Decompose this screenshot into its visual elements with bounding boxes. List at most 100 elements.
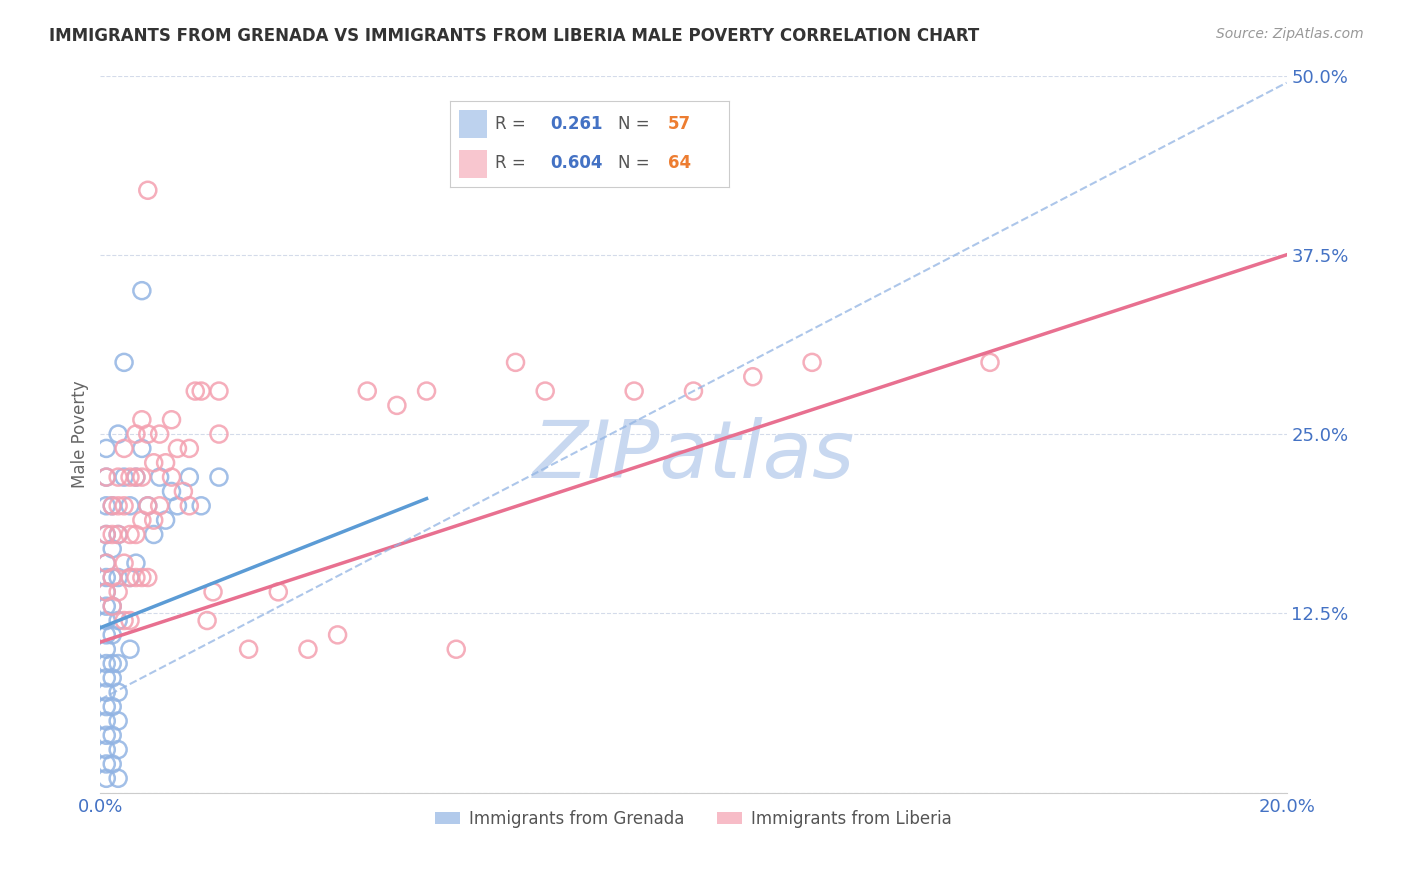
Point <box>101 499 124 513</box>
Point <box>118 527 141 541</box>
Point <box>179 470 201 484</box>
Point <box>96 570 118 584</box>
Point <box>96 556 118 570</box>
Point <box>131 470 153 484</box>
Point <box>623 384 645 398</box>
Point <box>179 499 201 513</box>
Point <box>444 642 467 657</box>
Point <box>142 527 165 541</box>
Point <box>741 369 763 384</box>
Point <box>96 685 118 699</box>
Point <box>172 484 194 499</box>
Point <box>101 628 124 642</box>
Point <box>112 556 135 570</box>
Point <box>534 384 557 398</box>
Legend: Immigrants from Grenada, Immigrants from Liberia: Immigrants from Grenada, Immigrants from… <box>429 803 959 835</box>
Point <box>96 599 118 614</box>
Point <box>131 413 153 427</box>
Point <box>101 756 124 771</box>
Point <box>96 671 118 685</box>
Point <box>190 499 212 513</box>
Point <box>107 427 129 442</box>
Point <box>107 585 129 599</box>
Point <box>297 642 319 657</box>
Point <box>101 657 124 671</box>
Point <box>96 585 118 599</box>
Point <box>118 499 141 513</box>
Point <box>131 284 153 298</box>
Point <box>125 470 148 484</box>
Point <box>149 499 172 513</box>
Point <box>112 614 135 628</box>
Point <box>107 570 129 584</box>
Point <box>96 628 118 642</box>
Point <box>107 772 129 786</box>
Point <box>107 527 129 541</box>
Point <box>107 742 129 756</box>
Point <box>131 513 153 527</box>
Point <box>125 527 148 541</box>
Point <box>107 685 129 699</box>
Point <box>107 499 129 513</box>
Point <box>190 384 212 398</box>
Point <box>118 614 141 628</box>
Point <box>101 599 124 614</box>
Point <box>96 470 118 484</box>
Point <box>149 470 172 484</box>
Point <box>101 527 124 541</box>
Point <box>202 585 225 599</box>
Point <box>107 527 129 541</box>
Point <box>166 499 188 513</box>
Point <box>96 756 118 771</box>
Point <box>125 556 148 570</box>
Point <box>184 384 207 398</box>
Point <box>142 456 165 470</box>
Point <box>96 699 118 714</box>
Point <box>96 527 118 541</box>
Point <box>195 614 218 628</box>
Point <box>96 728 118 742</box>
Point <box>155 513 177 527</box>
Point <box>112 470 135 484</box>
Point <box>415 384 437 398</box>
Point <box>96 527 118 541</box>
Text: IMMIGRANTS FROM GRENADA VS IMMIGRANTS FROM LIBERIA MALE POVERTY CORRELATION CHAR: IMMIGRANTS FROM GRENADA VS IMMIGRANTS FR… <box>49 27 980 45</box>
Point <box>149 427 172 442</box>
Point <box>326 628 349 642</box>
Point <box>160 470 183 484</box>
Point <box>125 427 148 442</box>
Point <box>101 728 124 742</box>
Point <box>101 570 124 584</box>
Y-axis label: Male Poverty: Male Poverty <box>72 380 89 488</box>
Point <box>136 570 159 584</box>
Point <box>160 484 183 499</box>
Point <box>96 742 118 756</box>
Point <box>112 499 135 513</box>
Point <box>979 355 1001 369</box>
Point <box>96 556 118 570</box>
Point <box>96 642 118 657</box>
Point <box>107 614 129 628</box>
Point <box>208 470 231 484</box>
Point <box>96 442 118 456</box>
Point <box>208 427 231 442</box>
Point <box>136 499 159 513</box>
Point <box>96 657 118 671</box>
Point <box>107 470 129 484</box>
Point <box>118 470 141 484</box>
Point <box>101 599 124 614</box>
Text: Source: ZipAtlas.com: Source: ZipAtlas.com <box>1216 27 1364 41</box>
Point <box>125 570 148 584</box>
Point <box>160 413 183 427</box>
Point <box>107 657 129 671</box>
Point <box>101 699 124 714</box>
Point <box>112 355 135 369</box>
Point <box>682 384 704 398</box>
Point <box>125 470 148 484</box>
Point <box>136 183 159 197</box>
Point <box>238 642 260 657</box>
Point <box>208 384 231 398</box>
Point <box>136 427 159 442</box>
Point <box>118 642 141 657</box>
Point <box>101 671 124 685</box>
